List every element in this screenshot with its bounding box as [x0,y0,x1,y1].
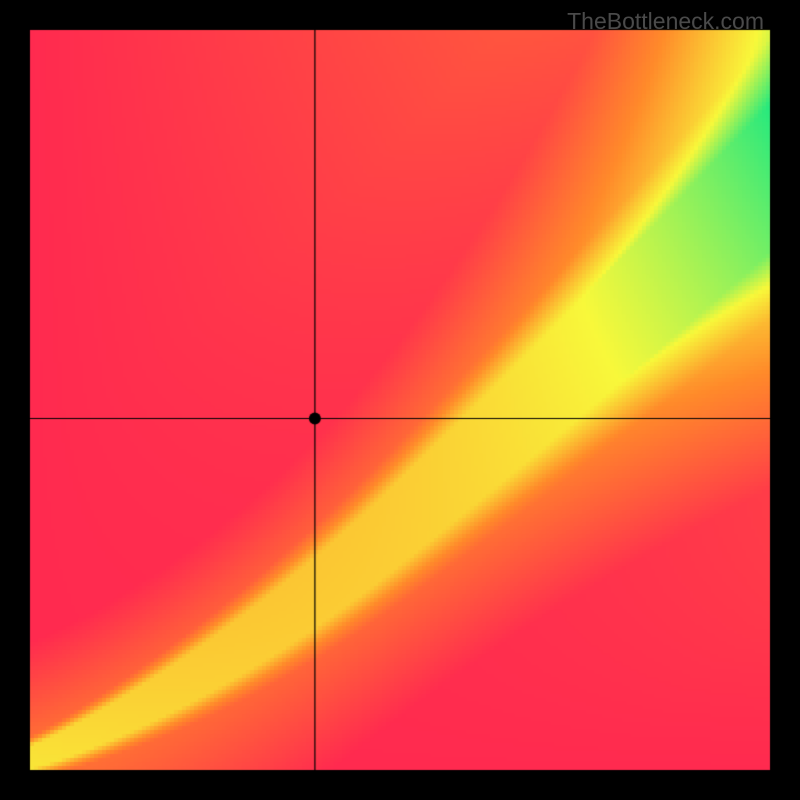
watermark-text: TheBottleneck.com [567,8,764,35]
bottleneck-heatmap [0,0,800,800]
chart-container: TheBottleneck.com [0,0,800,800]
